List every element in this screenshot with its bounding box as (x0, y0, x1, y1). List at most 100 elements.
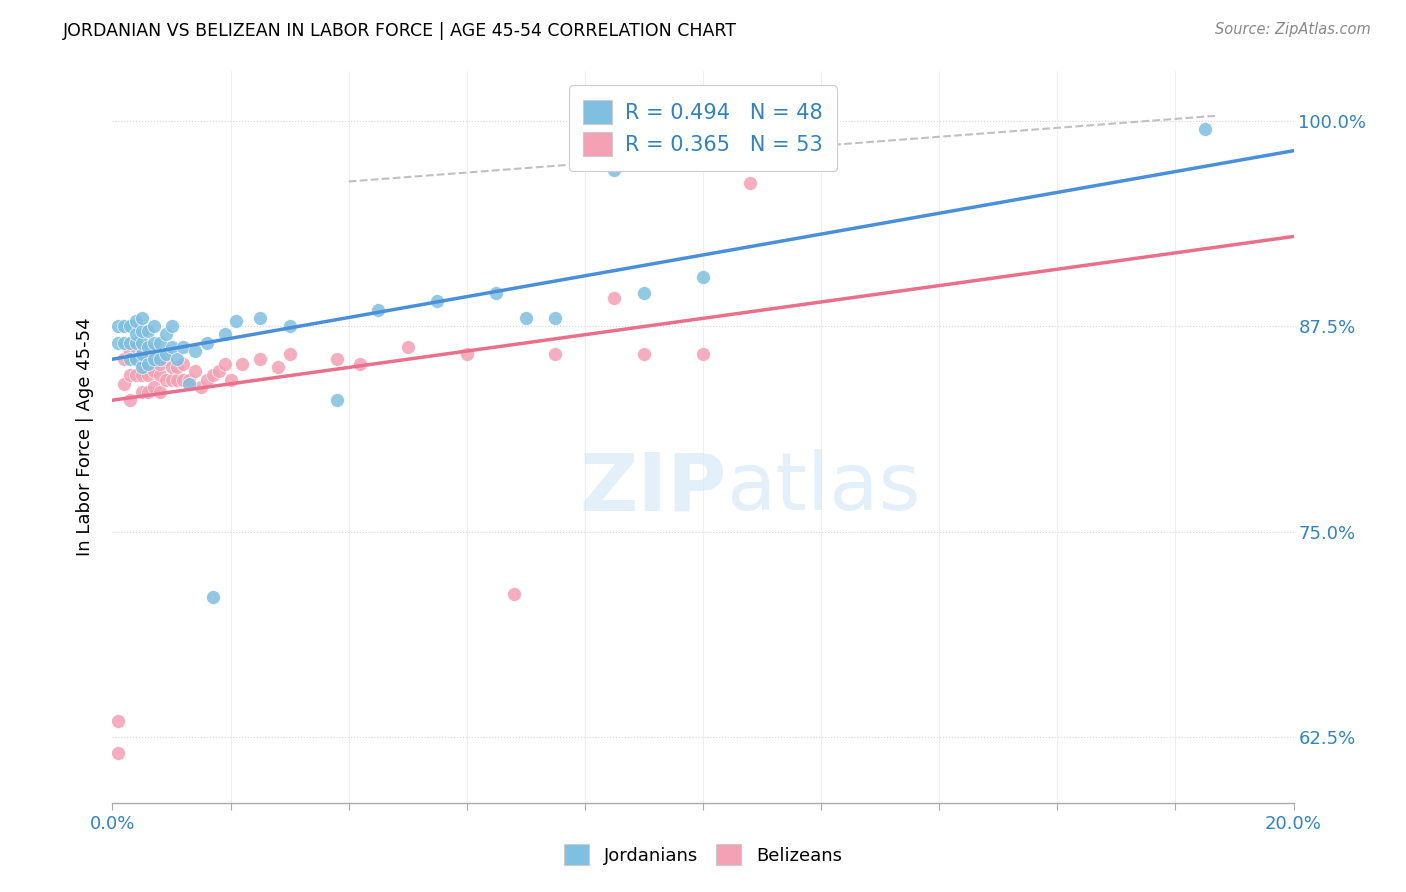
Point (208, 363, 231, 377)
Point (131, 343, 153, 358)
Point (184, 343, 207, 358)
Point (155, 347, 177, 361)
Point (120, 319, 142, 334)
Point (1194, 121, 1216, 136)
Point (231, 357, 253, 371)
Point (503, 587, 526, 601)
Point (249, 351, 271, 366)
Point (426, 294, 449, 309)
Point (326, 393, 349, 408)
Point (278, 347, 301, 361)
Point (120, 393, 142, 408)
Point (149, 368, 172, 383)
Point (136, 343, 159, 358)
Point (544, 310, 567, 325)
Point (195, 373, 218, 387)
Point (214, 327, 236, 342)
Point (367, 302, 389, 317)
Point (149, 357, 172, 371)
Point (131, 357, 153, 371)
Point (125, 341, 148, 355)
Point (125, 314, 148, 328)
Point (131, 384, 153, 399)
Point (107, 714, 129, 728)
Point (633, 347, 655, 361)
Text: JORDANIAN VS BELIZEAN IN LABOR FORCE | AGE 45-54 CORRELATION CHART: JORDANIAN VS BELIZEAN IN LABOR FORCE | A… (63, 22, 737, 40)
Point (326, 351, 349, 366)
Point (131, 310, 153, 325)
Point (131, 368, 153, 383)
Point (125, 327, 148, 342)
Point (112, 376, 135, 391)
Point (120, 343, 142, 358)
Point (155, 327, 177, 342)
Text: ZIP: ZIP (579, 450, 727, 527)
Point (184, 363, 207, 377)
Point (142, 351, 165, 366)
Point (603, 291, 626, 305)
Point (278, 319, 301, 334)
Point (166, 360, 188, 375)
Point (125, 351, 148, 366)
Point (160, 319, 183, 334)
Point (172, 373, 194, 387)
Point (692, 347, 714, 361)
Point (603, 163, 626, 178)
Legend: R = 0.494   N = 48, R = 0.365   N = 53: R = 0.494 N = 48, R = 0.365 N = 53 (568, 86, 838, 171)
Point (120, 368, 142, 383)
Point (740, 176, 762, 190)
Point (155, 373, 177, 387)
Point (142, 380, 165, 394)
Point (633, 286, 655, 301)
Point (179, 373, 201, 387)
Point (136, 324, 159, 338)
Point (201, 368, 224, 383)
Point (107, 335, 129, 350)
Point (136, 384, 159, 399)
Text: atlas: atlas (727, 450, 921, 527)
Point (107, 747, 129, 761)
Point (172, 357, 194, 371)
Point (485, 286, 508, 301)
Point (112, 319, 135, 334)
Point (456, 347, 478, 361)
Point (172, 341, 194, 355)
Point (396, 341, 419, 355)
Point (160, 373, 183, 387)
Point (166, 351, 188, 366)
Point (179, 376, 201, 391)
Point (166, 373, 188, 387)
Y-axis label: In Labor Force | Age 45-54: In Labor Force | Age 45-54 (76, 318, 94, 557)
Point (195, 335, 218, 350)
Point (131, 335, 153, 350)
Point (149, 351, 172, 366)
Point (112, 351, 135, 366)
Point (107, 319, 129, 334)
Point (142, 319, 165, 334)
Point (120, 335, 142, 350)
Point (214, 357, 236, 371)
Point (267, 360, 290, 375)
Point (692, 269, 714, 284)
Point (136, 341, 159, 355)
Text: Source: ZipAtlas.com: Source: ZipAtlas.com (1215, 22, 1371, 37)
Point (112, 335, 135, 350)
Point (120, 351, 142, 366)
Point (149, 335, 172, 350)
Point (201, 591, 224, 605)
Point (349, 357, 371, 371)
Point (219, 373, 242, 387)
Point (125, 335, 148, 350)
Point (142, 335, 165, 350)
Point (131, 360, 153, 375)
Point (190, 380, 212, 394)
Point (125, 351, 148, 366)
Legend: Jordanians, Belizeans: Jordanians, Belizeans (557, 837, 849, 872)
Point (155, 351, 177, 366)
Point (136, 357, 159, 371)
Point (160, 341, 183, 355)
Point (544, 347, 567, 361)
Point (160, 360, 183, 375)
Point (131, 324, 153, 338)
Point (142, 363, 165, 377)
